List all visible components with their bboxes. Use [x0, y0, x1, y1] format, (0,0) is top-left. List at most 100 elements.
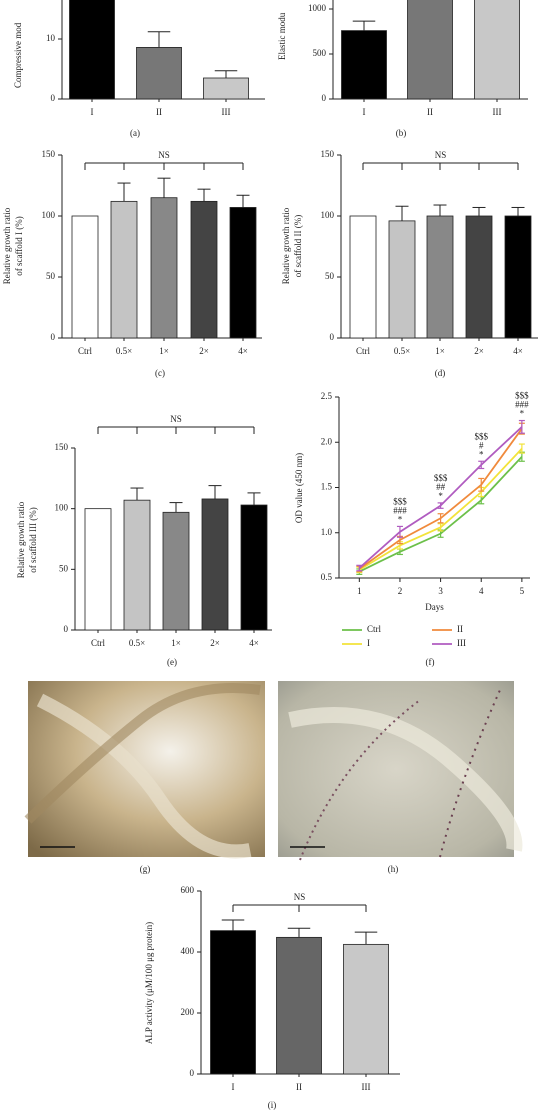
y-tick-label: 0.5	[321, 572, 333, 582]
bar	[504, 215, 532, 339]
x-tick-label: 2×	[474, 346, 484, 356]
significance-label: *	[398, 514, 403, 524]
x-tick-label: 1×	[171, 638, 181, 648]
x-tick-label: III	[493, 107, 502, 117]
annotation: NS	[170, 414, 182, 424]
annotation: NS	[294, 892, 306, 902]
x-tick-label: II	[427, 107, 433, 117]
bar	[465, 215, 493, 339]
bar	[426, 215, 454, 339]
panel-label: (g)	[140, 864, 151, 874]
bar	[71, 215, 99, 339]
panel-label: (a)	[130, 128, 140, 138]
x-tick-label: 0.5×	[394, 346, 410, 356]
y-axis-label: Relative growth ratio	[16, 501, 26, 578]
significance-label: ###	[515, 400, 529, 410]
chart: 0 50 100 150 Relative growth ratio of scaffol…	[16, 414, 272, 667]
y-axis-label: Elastic modu	[277, 12, 287, 60]
y-axis-label: of scaffold I (%)	[14, 216, 24, 276]
chart: 0 50 100 150 Relative growth ratio of scaffol…	[2, 149, 262, 378]
bar	[210, 930, 256, 1075]
y-tick-label: 1.0	[321, 527, 333, 537]
legend-label: III	[457, 638, 466, 648]
bar	[201, 498, 229, 631]
bar	[407, 0, 453, 100]
x-tick-label: 3	[438, 586, 443, 596]
photo-g	[24, 681, 265, 859]
panel-label: (h)	[388, 864, 399, 874]
legend-label: II	[457, 624, 463, 634]
y-tick-label: 2.5	[321, 391, 333, 401]
annotation: NS	[158, 150, 170, 160]
x-tick-label: 0.5×	[116, 346, 132, 356]
x-tick-label: 0.5×	[129, 638, 145, 648]
bar	[69, 0, 115, 100]
x-tick-label: I	[232, 1082, 235, 1092]
x-tick-label: 2	[398, 586, 403, 596]
legend-label: I	[367, 638, 370, 648]
x-tick-label: 4×	[238, 346, 248, 356]
y-tick-label: 0	[51, 332, 56, 342]
line	[358, 428, 523, 570]
bar	[162, 511, 190, 631]
y-tick-label: 2.0	[321, 436, 333, 446]
y-tick-label: 100	[42, 210, 56, 220]
x-tick-label: I	[363, 107, 366, 117]
panel-label: (c)	[155, 368, 165, 378]
y-tick-label: 100	[55, 503, 69, 513]
y-tick-label: 150	[42, 149, 56, 159]
significance-label: $$$	[393, 496, 407, 506]
bar	[190, 200, 218, 339]
x-tick-label: 2×	[210, 638, 220, 648]
bar	[123, 499, 151, 631]
panel-label: (d)	[435, 368, 446, 378]
x-tick-label: III	[222, 107, 231, 117]
y-tick-label: 0	[190, 1068, 195, 1078]
y-axis-label: Relative growth ratio	[281, 207, 291, 284]
y-axis-label: Compressive mod	[13, 22, 23, 88]
y-tick-label: 50	[325, 271, 335, 281]
y-tick-label: 0	[330, 332, 335, 342]
y-tick-label: 10	[46, 33, 56, 43]
chart: 0.5 1.0 1.5 2.0 2.5 OD value (450 nm) 1 2 3 4 5 Day…	[294, 391, 530, 667]
x-tick-label: 5	[520, 586, 525, 596]
bar	[110, 200, 138, 339]
y-axis-label: of scaffold III (%)	[28, 507, 38, 573]
bar	[343, 943, 389, 1075]
panel-label: (i)	[268, 1100, 277, 1110]
bar	[341, 30, 387, 100]
annotation: NS	[435, 150, 447, 160]
y-axis-label: of scaffold II (%)	[293, 215, 303, 278]
y-axis-label: OD value (450 nm)	[294, 453, 304, 523]
line	[358, 426, 523, 569]
panel-label: (b)	[396, 128, 407, 138]
y-tick-label: 500	[313, 48, 327, 58]
significance-label: #	[479, 440, 484, 450]
y-tick-label: 0	[51, 93, 56, 103]
y-tick-label: 150	[55, 442, 69, 452]
bar	[229, 207, 257, 339]
y-tick-label: 100	[321, 210, 335, 220]
y-tick-label: 50	[59, 563, 69, 573]
x-tick-label: 1×	[159, 346, 169, 356]
panel-label: (e)	[167, 657, 177, 667]
bar	[84, 508, 112, 631]
y-tick-label: 200	[181, 1007, 195, 1017]
x-tick-label: 1×	[435, 346, 445, 356]
x-tick-label: Ctrl	[356, 346, 371, 356]
significance-label: *	[438, 491, 443, 501]
bar	[474, 0, 520, 100]
legend-label: Ctrl	[367, 624, 382, 634]
significance-label: *	[520, 409, 525, 419]
x-tick-label: 4×	[249, 638, 259, 648]
bar	[136, 47, 182, 100]
bar	[150, 197, 178, 339]
line	[358, 456, 523, 573]
significance-label: *	[479, 449, 484, 459]
x-tick-label: 1	[357, 586, 362, 596]
significance-label: $$$	[515, 391, 529, 401]
chart: 0 50 100 150 Relative growth ratio of scaffol…	[281, 149, 538, 378]
x-tick-label: 4	[479, 586, 484, 596]
